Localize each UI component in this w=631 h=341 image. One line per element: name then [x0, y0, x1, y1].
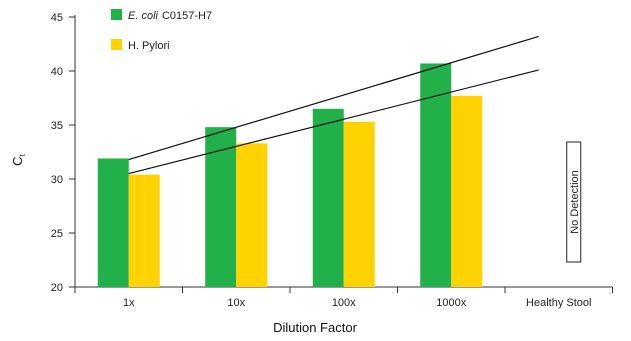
bar-ecoli: [97, 158, 129, 287]
annotation: No Detection: [566, 141, 582, 263]
x-axis: 1x 10x 100x 1000x Healthy Stool: [74, 286, 613, 309]
legend-label-hpylori: H. Pylori: [128, 40, 170, 52]
bar-ecoli: [205, 127, 237, 287]
y-tick-label: 35: [51, 120, 63, 132]
x-tick-label: 10x: [227, 297, 245, 309]
x-tick-label: Healthy Stool: [526, 297, 591, 309]
bar-hpylori: [128, 174, 160, 287]
bar-ecoli: [420, 63, 452, 287]
no-detection-label: No Detection: [569, 170, 581, 234]
x-tick-label: 1000x: [436, 297, 466, 309]
y-tick-label: 20: [51, 282, 63, 294]
bar-ecoli: [312, 108, 344, 287]
y-tick-label: 25: [51, 228, 63, 240]
y-tick-label: 40: [51, 66, 63, 78]
y-tick-label: 30: [51, 174, 63, 186]
y-axis-title-main: C: [10, 156, 25, 165]
y-axis-title: Ct: [10, 153, 27, 165]
legend-label-ecoli: E. coli C0157-H7: [128, 10, 212, 22]
legend-label-ecoli-italic: E. coli: [128, 10, 159, 22]
y-tick-label: 45: [51, 12, 63, 24]
trendline-1: [128, 35, 539, 161]
bar-hpylori: [343, 121, 375, 287]
x-tick-label: 1x: [123, 297, 135, 309]
no-detection-box: [566, 141, 582, 263]
y-axis: 20 25 30 35 40 45: [51, 12, 76, 294]
legend-swatch-ecoli: [111, 9, 122, 20]
legend: E. coli C0157-H7 H. Pylori: [111, 9, 212, 52]
legend-label-ecoli-rest: C0157-H7: [162, 10, 212, 22]
trendlines: [128, 35, 539, 175]
bars: [97, 63, 483, 287]
bar-hpylori: [236, 143, 268, 287]
x-axis-title: Dilution Factor: [273, 320, 357, 335]
trendline-2: [128, 69, 539, 175]
bar-hpylori: [451, 95, 483, 287]
y-axis-title-subscript: t: [18, 153, 27, 156]
legend-swatch-hpylori: [111, 39, 122, 50]
x-tick-label: 100x: [332, 297, 356, 309]
